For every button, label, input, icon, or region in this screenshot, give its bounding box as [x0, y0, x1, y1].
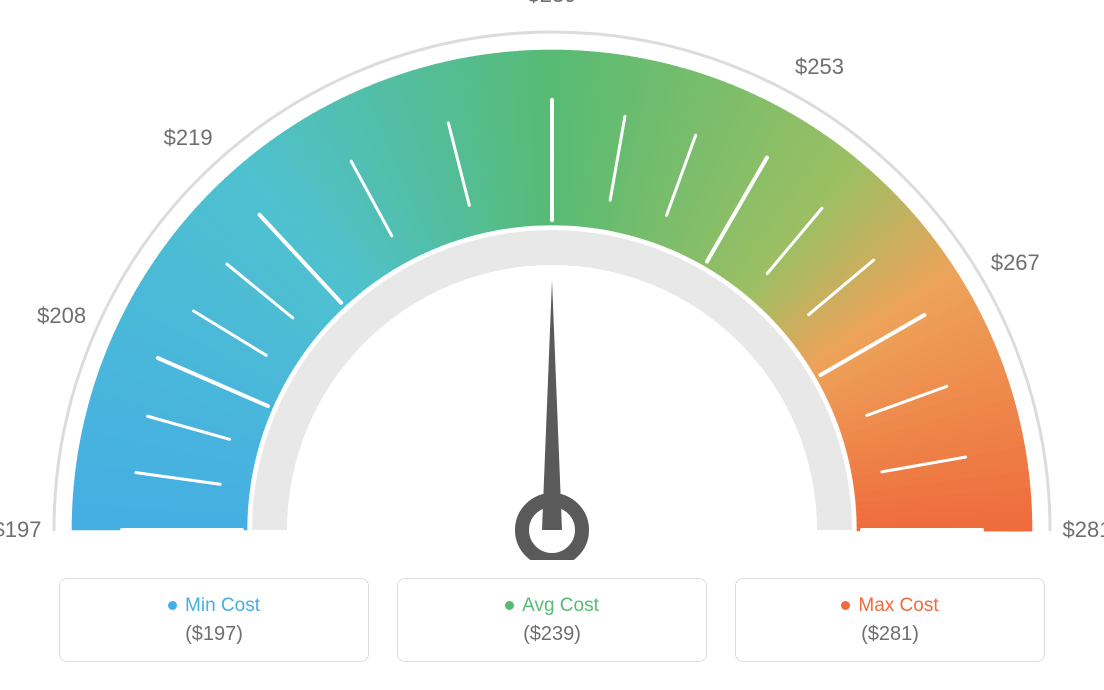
legend-title-avg-text: Avg Cost: [522, 595, 599, 617]
legend-value-min: ($197): [185, 623, 243, 646]
legend-title-min: Min Cost: [168, 595, 260, 617]
legend-dot-max: [841, 601, 850, 610]
gauge-tick-label: $208: [37, 303, 86, 329]
legend-title-avg: Avg Cost: [505, 595, 599, 617]
gauge-tick-label: $281: [1063, 517, 1104, 543]
legend-card-max: Max Cost ($281): [735, 578, 1045, 662]
gauge-area: $197 $208 $219 $239 $253 $267 $281: [0, 0, 1104, 560]
gauge-svg: [0, 0, 1104, 560]
legend-title-max-text: Max Cost: [858, 595, 938, 617]
legend-value-max: ($281): [861, 623, 919, 646]
legend-title-min-text: Min Cost: [185, 595, 260, 617]
gauge-tick-label: $219: [164, 125, 213, 151]
gauge-chart-stage: $197 $208 $219 $239 $253 $267 $281 Min Cost ($…: [0, 0, 1104, 690]
legend-card-avg: Avg Cost ($239): [397, 578, 707, 662]
legend-dot-min: [168, 601, 177, 610]
legend-title-max: Max Cost: [841, 595, 938, 617]
gauge-tick-label: $239: [528, 0, 577, 8]
legend-dot-avg: [505, 601, 514, 610]
gauge-tick-label: $267: [991, 250, 1040, 276]
gauge-tick-label: $253: [795, 54, 844, 80]
gauge-tick-label: $197: [0, 517, 41, 543]
legend-row: Min Cost ($197) Avg Cost ($239) Max Cost…: [0, 578, 1104, 662]
legend-value-avg: ($239): [523, 623, 581, 646]
legend-card-min: Min Cost ($197): [59, 578, 369, 662]
